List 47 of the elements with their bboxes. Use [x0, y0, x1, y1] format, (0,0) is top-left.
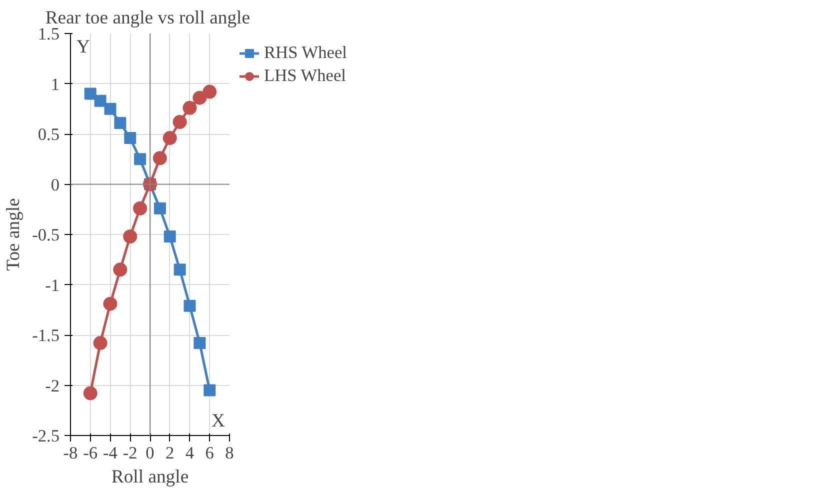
- point: [133, 201, 148, 216]
- annotation: X: [212, 410, 226, 432]
- x-tick-label: 4: [185, 444, 194, 462]
- point: [162, 131, 177, 146]
- point: [174, 264, 186, 276]
- point: [194, 337, 206, 350]
- x-axis-title: Roll angle: [111, 466, 189, 488]
- y-tick-label: -1: [45, 276, 60, 295]
- x-tick-label: -4: [103, 444, 118, 462]
- point: [103, 296, 118, 311]
- point: [152, 151, 167, 166]
- x-tick-label: -6: [83, 444, 98, 462]
- point: [192, 90, 207, 105]
- point: [184, 300, 196, 312]
- point: [172, 114, 187, 129]
- point: [123, 230, 138, 244]
- point: [93, 336, 108, 350]
- y-tick-label: 1: [50, 74, 60, 94]
- point: [104, 102, 116, 115]
- x-tick-label: -8: [63, 444, 78, 462]
- point: [154, 202, 166, 214]
- x-tick-label: 6: [205, 444, 214, 462]
- legend-label: LHS Wheel: [264, 66, 346, 86]
- x-tick-label: 0: [146, 444, 154, 462]
- legend-label: RHS Wheel: [264, 43, 347, 63]
- point: [202, 84, 217, 99]
- y-tick-label: 0: [50, 175, 60, 194]
- x-tick-label: 8: [225, 444, 234, 462]
- y-tick-label: -1.5: [32, 326, 60, 345]
- x-tick-label: 2: [166, 444, 174, 462]
- point: [114, 116, 126, 129]
- point: [134, 153, 146, 166]
- point: [182, 100, 197, 115]
- point: [204, 384, 216, 396]
- x-tick-label: -2: [122, 444, 138, 462]
- y-tick-label: -2.5: [32, 426, 60, 446]
- point: [94, 94, 106, 107]
- y-tick-label: -0.5: [32, 226, 60, 244]
- y-tick-label: 0.5: [38, 125, 60, 144]
- point: [113, 262, 128, 277]
- annotation: Y: [76, 36, 90, 58]
- point: [83, 386, 98, 400]
- y-axis-title: Toe angle: [3, 198, 24, 271]
- y-tick-label: -2: [45, 376, 60, 396]
- point: [164, 230, 176, 243]
- point: [124, 132, 136, 144]
- point: [84, 88, 96, 100]
